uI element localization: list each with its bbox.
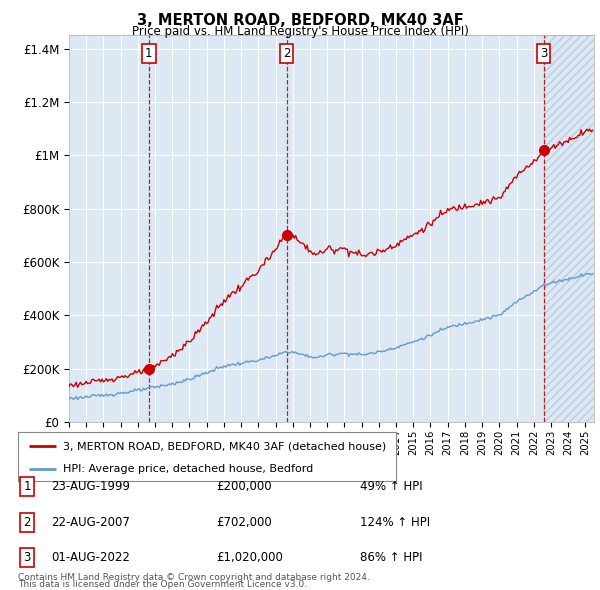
Text: 1: 1 bbox=[23, 480, 31, 493]
Text: £702,000: £702,000 bbox=[216, 516, 272, 529]
Text: Contains HM Land Registry data © Crown copyright and database right 2024.: Contains HM Land Registry data © Crown c… bbox=[18, 573, 370, 582]
Text: 124% ↑ HPI: 124% ↑ HPI bbox=[360, 516, 430, 529]
Text: 49% ↑ HPI: 49% ↑ HPI bbox=[360, 480, 422, 493]
Text: 3: 3 bbox=[540, 47, 547, 60]
Polygon shape bbox=[544, 35, 594, 422]
Text: 22-AUG-2007: 22-AUG-2007 bbox=[51, 516, 130, 529]
Text: 3: 3 bbox=[23, 551, 31, 564]
Text: £200,000: £200,000 bbox=[216, 480, 272, 493]
Text: 1: 1 bbox=[145, 47, 152, 60]
Text: HPI: Average price, detached house, Bedford: HPI: Average price, detached house, Bedf… bbox=[64, 464, 314, 474]
Text: 2: 2 bbox=[283, 47, 290, 60]
Text: 3, MERTON ROAD, BEDFORD, MK40 3AF (detached house): 3, MERTON ROAD, BEDFORD, MK40 3AF (detac… bbox=[64, 441, 386, 451]
Text: Price paid vs. HM Land Registry's House Price Index (HPI): Price paid vs. HM Land Registry's House … bbox=[131, 25, 469, 38]
Text: 2: 2 bbox=[23, 516, 31, 529]
Text: £1,020,000: £1,020,000 bbox=[216, 551, 283, 564]
Text: 01-AUG-2022: 01-AUG-2022 bbox=[51, 551, 130, 564]
Text: 86% ↑ HPI: 86% ↑ HPI bbox=[360, 551, 422, 564]
Text: 23-AUG-1999: 23-AUG-1999 bbox=[51, 480, 130, 493]
Text: 3, MERTON ROAD, BEDFORD, MK40 3AF: 3, MERTON ROAD, BEDFORD, MK40 3AF bbox=[137, 13, 463, 28]
Text: This data is licensed under the Open Government Licence v3.0.: This data is licensed under the Open Gov… bbox=[18, 581, 307, 589]
